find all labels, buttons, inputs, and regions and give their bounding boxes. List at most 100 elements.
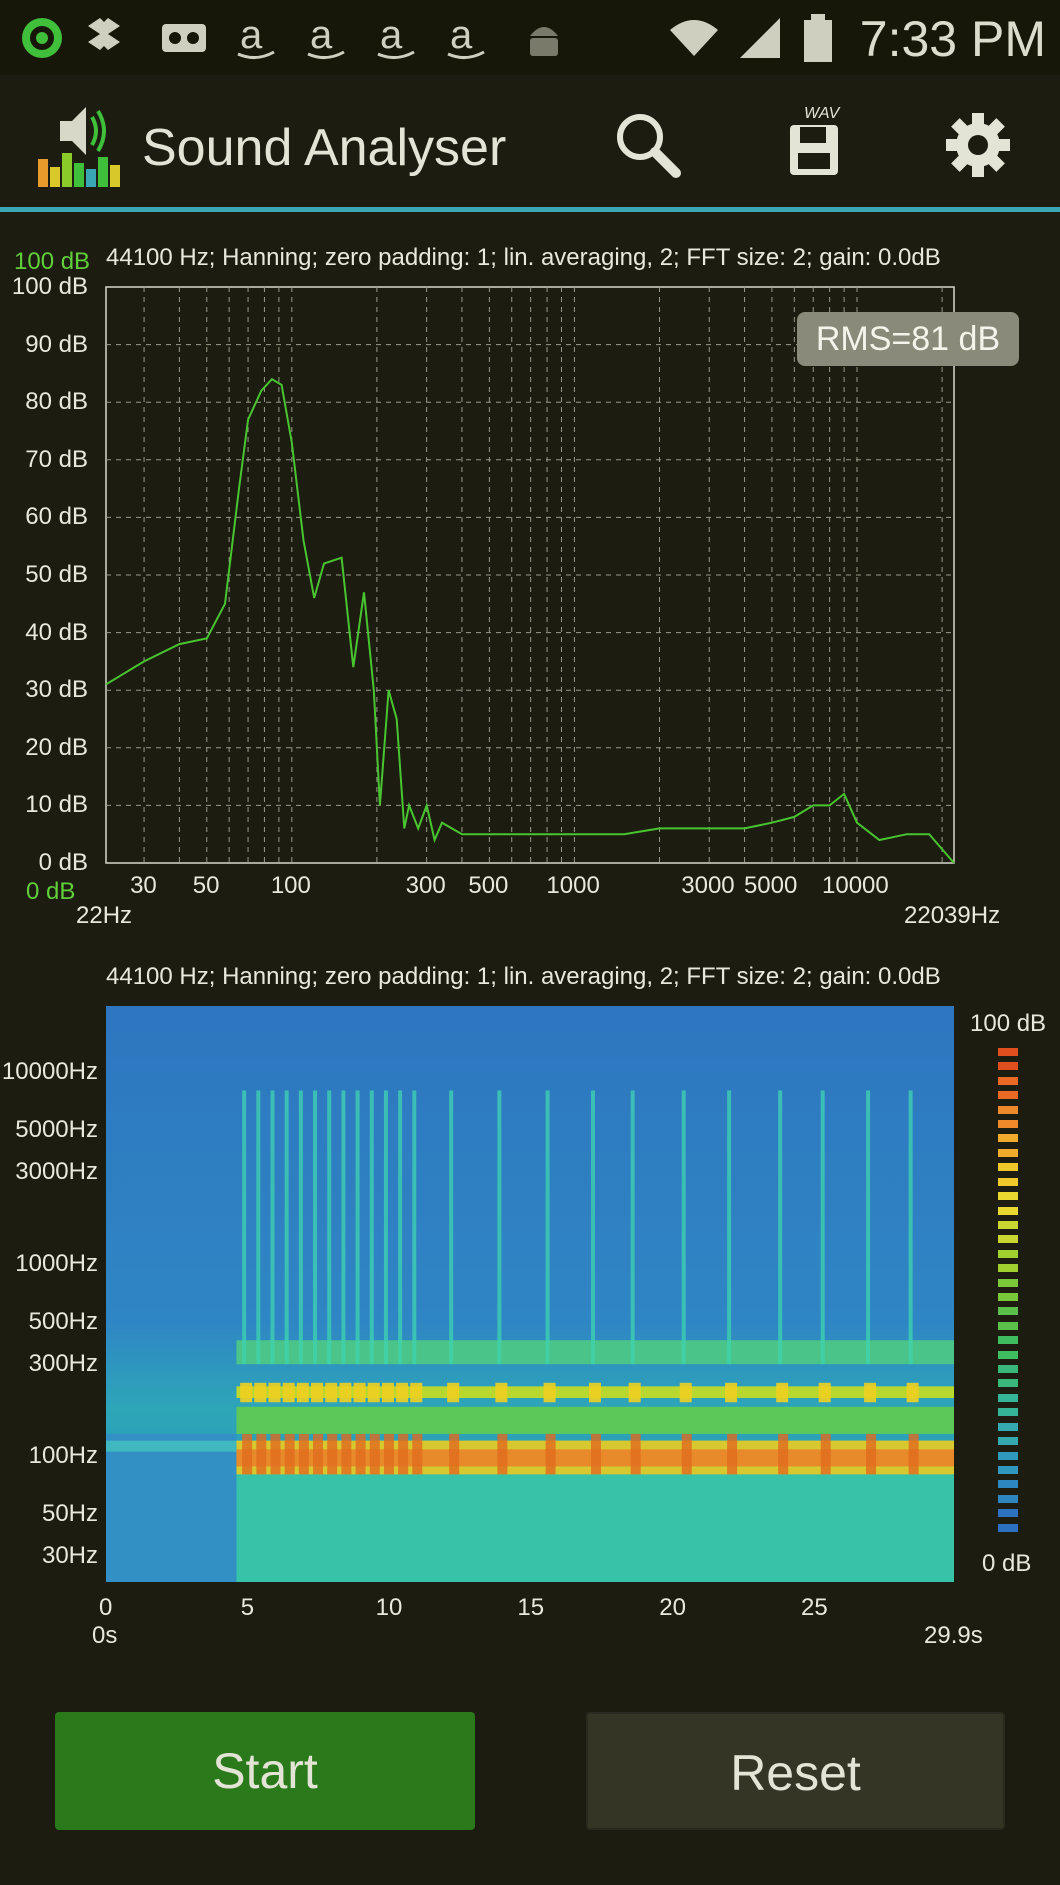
spectrum-x-tick: 50 bbox=[192, 872, 220, 899]
rms-badge: RMS=81 dB bbox=[797, 312, 1019, 366]
colorbar-segment bbox=[998, 1249, 1018, 1258]
search-icon[interactable] bbox=[608, 105, 688, 185]
spectrum-x-tick: 10000 bbox=[822, 872, 889, 899]
spectrogram-heatmap bbox=[106, 1006, 954, 1582]
signal-icon bbox=[740, 18, 780, 58]
spectrum-series-line bbox=[105, 377, 955, 864]
svg-text:a: a bbox=[240, 13, 263, 57]
spectrum-x-max: 22039Hz bbox=[904, 902, 1001, 929]
spectrogram-y-tick: 500Hz bbox=[28, 1307, 98, 1335]
spectrum-bottom-level: 0 dB bbox=[26, 878, 76, 905]
spectrum-y-tick: 100 dB bbox=[11, 273, 88, 300]
spectrum-y-tick: 0 dB bbox=[38, 849, 88, 876]
colorbar-segment bbox=[998, 1163, 1018, 1172]
spectrogram-y-tick: 300Hz bbox=[28, 1350, 98, 1378]
colorbar-segment bbox=[998, 1393, 1018, 1402]
spectrogram-y-tick: 50Hz bbox=[41, 1499, 98, 1527]
spectrum-y-tick: 50 dB bbox=[25, 561, 88, 588]
spectrum-x-tick: 5000 bbox=[743, 872, 798, 899]
amazon-icon: a bbox=[307, 13, 345, 59]
colorbar-segment bbox=[998, 1278, 1018, 1287]
colorbar-segment bbox=[998, 1379, 1018, 1388]
wav-badge: WAV bbox=[804, 105, 840, 122]
colorbar-segment bbox=[998, 1148, 1018, 1157]
colorbar-segment bbox=[998, 1307, 1018, 1316]
spectrogram-y-tick: 100Hz bbox=[28, 1441, 98, 1469]
action-bar: Sound Analyser WAV bbox=[0, 75, 1060, 207]
spectrum-y-tick: 40 dB bbox=[25, 618, 88, 646]
spectrum-x-tick: 300 bbox=[405, 872, 446, 899]
colorbar-segment bbox=[998, 1076, 1018, 1085]
amazon-icon: a bbox=[237, 13, 275, 59]
colorbar-segment bbox=[998, 1235, 1018, 1244]
status-bar: a a a a 7:33 PM bbox=[0, 0, 1060, 75]
colorbar-segment bbox=[998, 1422, 1018, 1431]
amazon-icon: a bbox=[377, 13, 415, 59]
settings-icon[interactable] bbox=[938, 105, 1018, 185]
colorbar-segment bbox=[998, 1437, 1018, 1446]
wifi-icon bbox=[670, 20, 718, 56]
colorbar-segment bbox=[998, 1062, 1018, 1071]
spectrum-x-tick: 30 bbox=[130, 872, 157, 899]
spectrum-y-tick: 10 dB bbox=[25, 791, 88, 819]
svg-text:a: a bbox=[380, 13, 403, 57]
spectrum-info: 44100 Hz; Hanning; zero padding: 1; lin.… bbox=[106, 244, 941, 271]
spectrum-grid bbox=[106, 287, 954, 863]
spectrum-y-tick: 70 dB bbox=[25, 445, 88, 473]
amazon-icon: a bbox=[447, 13, 485, 59]
battery-icon bbox=[804, 14, 832, 62]
eye-app-icon bbox=[22, 18, 62, 58]
save-wav-icon bbox=[790, 125, 838, 175]
save-wav-button[interactable]: WAV bbox=[782, 105, 862, 185]
spectrum-chart[interactable] bbox=[0, 0, 1060, 940]
colorbar-segment bbox=[998, 1192, 1018, 1201]
colorbar-segment bbox=[998, 1177, 1018, 1186]
voicemail-icon bbox=[162, 24, 206, 52]
spectrogram-x-tick: 25 bbox=[801, 1594, 828, 1621]
spectrogram-x-tick: 10 bbox=[375, 1594, 403, 1621]
colorbar-segment bbox=[998, 1048, 1018, 1056]
spectrogram-y-tick: 30Hz bbox=[41, 1542, 98, 1570]
spectrogram-y-tick: 1000Hz bbox=[15, 1249, 98, 1277]
spectrum-y-tick: 90 dB bbox=[25, 330, 88, 358]
colorbar-segment bbox=[998, 1451, 1018, 1460]
colorbar-segment bbox=[998, 1091, 1018, 1100]
colorbar-segment bbox=[998, 1293, 1018, 1301]
spectrogram-info: 44100 Hz; Hanning; zero padding: 1; lin.… bbox=[106, 963, 941, 990]
colorbar-segment bbox=[998, 1408, 1018, 1417]
colorbar-segment bbox=[998, 1465, 1018, 1474]
spectrogram-x-max: 29.9s bbox=[924, 1622, 983, 1649]
action-bar-divider bbox=[0, 207, 1060, 212]
colorbar-segment bbox=[998, 1509, 1018, 1518]
spectrum-x-tick: 500 bbox=[468, 872, 509, 899]
clock: 7:33 PM bbox=[859, 11, 1046, 67]
spectrum-x-tick: 3000 bbox=[681, 872, 735, 899]
colorbar-segment bbox=[998, 1120, 1018, 1129]
spectrum-x-min: 22Hz bbox=[76, 902, 133, 929]
svg-text:a: a bbox=[450, 13, 473, 57]
spectrum-top-level: 100 dB bbox=[14, 248, 91, 275]
spectrogram-y-tick: 3000Hz bbox=[15, 1158, 98, 1186]
colorbar-segment bbox=[998, 1220, 1018, 1229]
spectrum-y-tick: 80 dB bbox=[25, 388, 88, 416]
colorbar-segment bbox=[998, 1494, 1018, 1503]
colorbar-segment bbox=[998, 1206, 1018, 1215]
spectrogram-x-tick: 15 bbox=[517, 1594, 545, 1621]
spectrogram-x-tick: 5 bbox=[240, 1594, 255, 1621]
spectrum-y-tick: 30 dB bbox=[25, 676, 88, 704]
spectrogram-y-tick: 5000Hz bbox=[15, 1115, 98, 1143]
colorbar bbox=[998, 1048, 1018, 1538]
app-title: Sound Analyser bbox=[142, 119, 507, 177]
spectrogram-y-tick: 10000Hz bbox=[1, 1057, 98, 1085]
colorbar-segment bbox=[998, 1105, 1018, 1114]
colorbar-segment bbox=[998, 1523, 1018, 1532]
colorbar-top-label: 100 dB bbox=[970, 1010, 1047, 1037]
start-button[interactable]: Start bbox=[55, 1712, 475, 1830]
colorbar-segment bbox=[998, 1480, 1018, 1489]
spectrogram-x-tick: 0 bbox=[99, 1594, 113, 1621]
colorbar-segment bbox=[998, 1336, 1018, 1345]
svg-text:a: a bbox=[310, 13, 333, 57]
spectrum-y-tick: 60 dB bbox=[25, 503, 88, 531]
reset-button[interactable]: Reset bbox=[586, 1712, 1005, 1830]
spectrogram-image[interactable] bbox=[106, 1006, 954, 1582]
